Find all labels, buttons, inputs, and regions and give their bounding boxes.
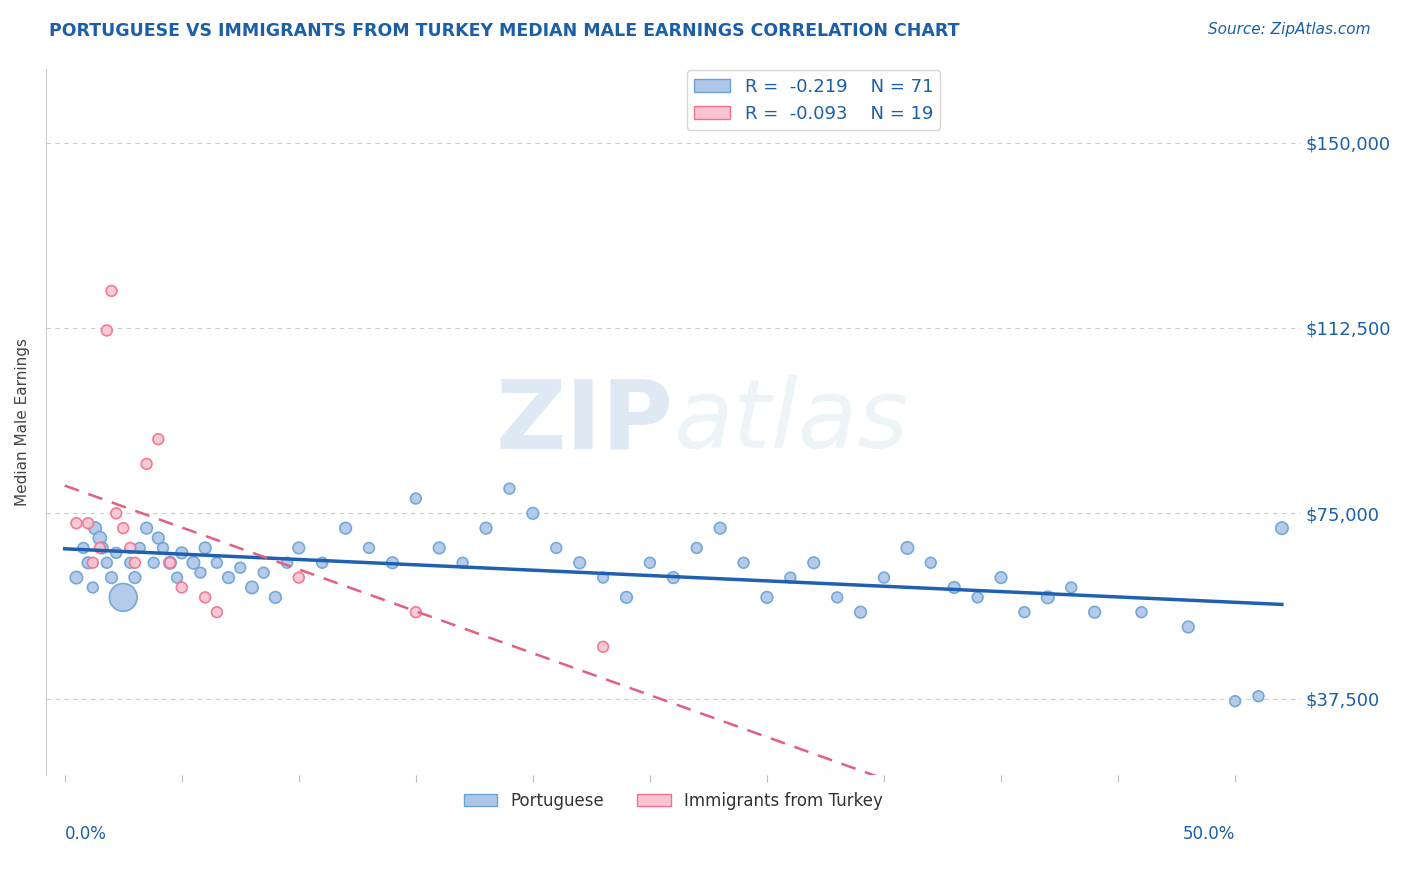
Point — [218, 571, 240, 585]
Point — [72, 541, 94, 555]
Point — [990, 571, 1012, 585]
Point — [357, 541, 380, 555]
Text: Source: ZipAtlas.com: Source: ZipAtlas.com — [1208, 22, 1371, 37]
Point — [335, 521, 357, 535]
Point — [82, 581, 104, 595]
Point — [100, 284, 122, 298]
Point — [1084, 605, 1107, 619]
Point — [849, 605, 872, 619]
Point — [100, 571, 122, 585]
Text: PORTUGUESE VS IMMIGRANTS FROM TURKEY MEDIAN MALE EARNINGS CORRELATION CHART: PORTUGUESE VS IMMIGRANTS FROM TURKEY MED… — [49, 22, 960, 40]
Point — [1036, 591, 1059, 605]
Point — [170, 581, 193, 595]
Point — [112, 591, 135, 605]
Point — [148, 432, 170, 446]
Point — [427, 541, 450, 555]
Text: atlas: atlas — [673, 376, 908, 468]
Point — [966, 591, 988, 605]
Point — [205, 605, 228, 619]
Point — [1130, 605, 1153, 619]
Legend: R =  -0.219    N = 71, R =  -0.093    N = 19: R = -0.219 N = 71, R = -0.093 N = 19 — [686, 70, 941, 130]
Point — [240, 581, 263, 595]
Point — [733, 556, 755, 570]
Point — [568, 556, 591, 570]
Point — [616, 591, 638, 605]
Point — [405, 605, 427, 619]
Point — [84, 521, 107, 535]
Point — [65, 571, 87, 585]
Point — [475, 521, 498, 535]
Point — [1177, 620, 1199, 634]
Point — [205, 556, 228, 570]
Point — [779, 571, 801, 585]
Point — [229, 560, 252, 574]
Point — [89, 541, 111, 555]
Point — [264, 591, 287, 605]
Point — [896, 541, 918, 555]
Point — [105, 546, 128, 560]
Point — [82, 556, 104, 570]
Point — [194, 591, 217, 605]
Point — [91, 541, 114, 555]
Point — [190, 566, 212, 580]
Point — [112, 521, 135, 535]
Point — [405, 491, 427, 506]
Point — [288, 541, 311, 555]
Point — [755, 591, 778, 605]
Point — [159, 556, 181, 570]
Point — [311, 556, 333, 570]
Point — [592, 571, 614, 585]
Point — [124, 571, 146, 585]
Point — [1060, 581, 1083, 595]
Point — [128, 541, 150, 555]
Point — [77, 516, 100, 531]
Point — [943, 581, 966, 595]
Point — [709, 521, 731, 535]
Point — [1223, 694, 1246, 708]
Point — [873, 571, 896, 585]
Point — [825, 591, 848, 605]
Point — [686, 541, 709, 555]
Point — [65, 516, 87, 531]
Point — [105, 506, 128, 520]
Point — [592, 640, 614, 654]
Point — [253, 566, 276, 580]
Point — [166, 571, 188, 585]
Point — [546, 541, 568, 555]
Point — [77, 556, 100, 570]
Point — [142, 556, 165, 570]
Point — [381, 556, 404, 570]
Text: 50.0%: 50.0% — [1182, 825, 1234, 843]
Point — [638, 556, 661, 570]
Text: 0.0%: 0.0% — [65, 825, 107, 843]
Point — [522, 506, 544, 520]
Point — [135, 521, 157, 535]
Point — [152, 541, 174, 555]
Point — [1271, 521, 1294, 535]
Point — [96, 323, 118, 337]
Point — [120, 541, 142, 555]
Point — [120, 556, 142, 570]
Point — [662, 571, 685, 585]
Point — [920, 556, 942, 570]
Text: ZIP: ZIP — [495, 376, 673, 468]
Point — [96, 556, 118, 570]
Point — [1014, 605, 1036, 619]
Point — [803, 556, 825, 570]
Point — [194, 541, 217, 555]
Point — [276, 556, 298, 570]
Point — [148, 531, 170, 545]
Point — [124, 556, 146, 570]
Point — [183, 556, 205, 570]
Point — [288, 571, 311, 585]
Point — [89, 531, 111, 545]
Y-axis label: Median Male Earnings: Median Male Earnings — [15, 338, 30, 506]
Point — [159, 556, 181, 570]
Point — [170, 546, 193, 560]
Point — [498, 482, 520, 496]
Point — [1247, 690, 1270, 704]
Point — [135, 457, 157, 471]
Point — [451, 556, 474, 570]
